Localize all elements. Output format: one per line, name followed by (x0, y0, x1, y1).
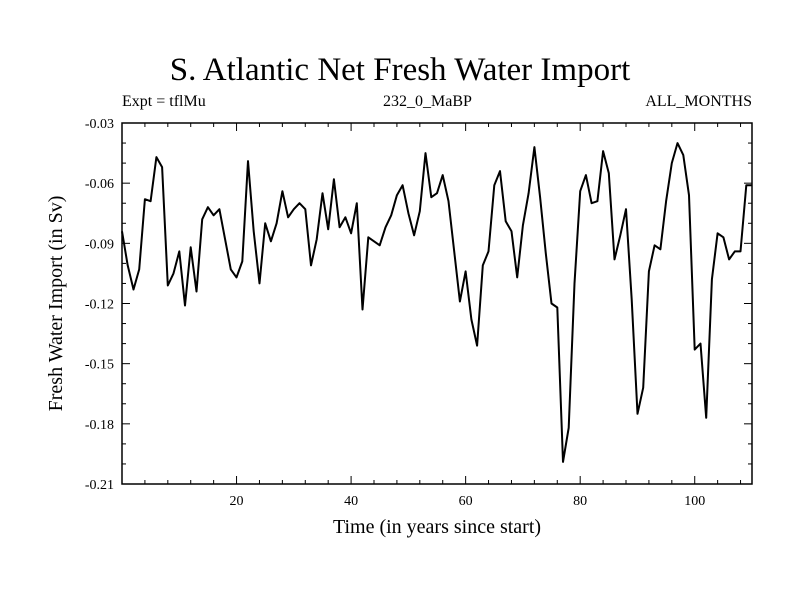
months-label: ALL_MONTHS (645, 93, 752, 110)
y-tick-label: -0.21 (85, 478, 114, 493)
y-tick-label: -0.06 (85, 177, 114, 192)
y-tick-label: -0.18 (85, 418, 114, 433)
y-tick-label: -0.09 (85, 237, 114, 252)
y-tick-label: -0.15 (85, 358, 114, 373)
x-tick-label: 60 (459, 494, 473, 509)
axis-ticks (122, 122, 752, 485)
x-tick-label: 20 (230, 494, 244, 509)
chart-title: S. Atlantic Net Fresh Water Import (169, 52, 631, 88)
tick-labels: 20 40 60 80 100 -0.21 -0.18 -0.15 -0.12 -0.09 -0.0… (85, 117, 705, 509)
x-tick-label: 100 (684, 494, 705, 509)
experiment-label: Expt = tflMu (122, 93, 206, 110)
x-tick-label: 80 (573, 494, 587, 509)
plot-frame (121, 122, 753, 485)
y-tick-label: -0.12 (85, 298, 114, 313)
run-label: 232_0_MaBP (383, 93, 472, 110)
x-axis-label: Time (in years since start) (333, 516, 541, 538)
y-tick-label: -0.03 (85, 117, 114, 132)
x-tick-label: 40 (344, 494, 358, 509)
y-axis-label: Fresh Water Import (in Sv) (45, 196, 67, 412)
series-line (121, 142, 752, 463)
